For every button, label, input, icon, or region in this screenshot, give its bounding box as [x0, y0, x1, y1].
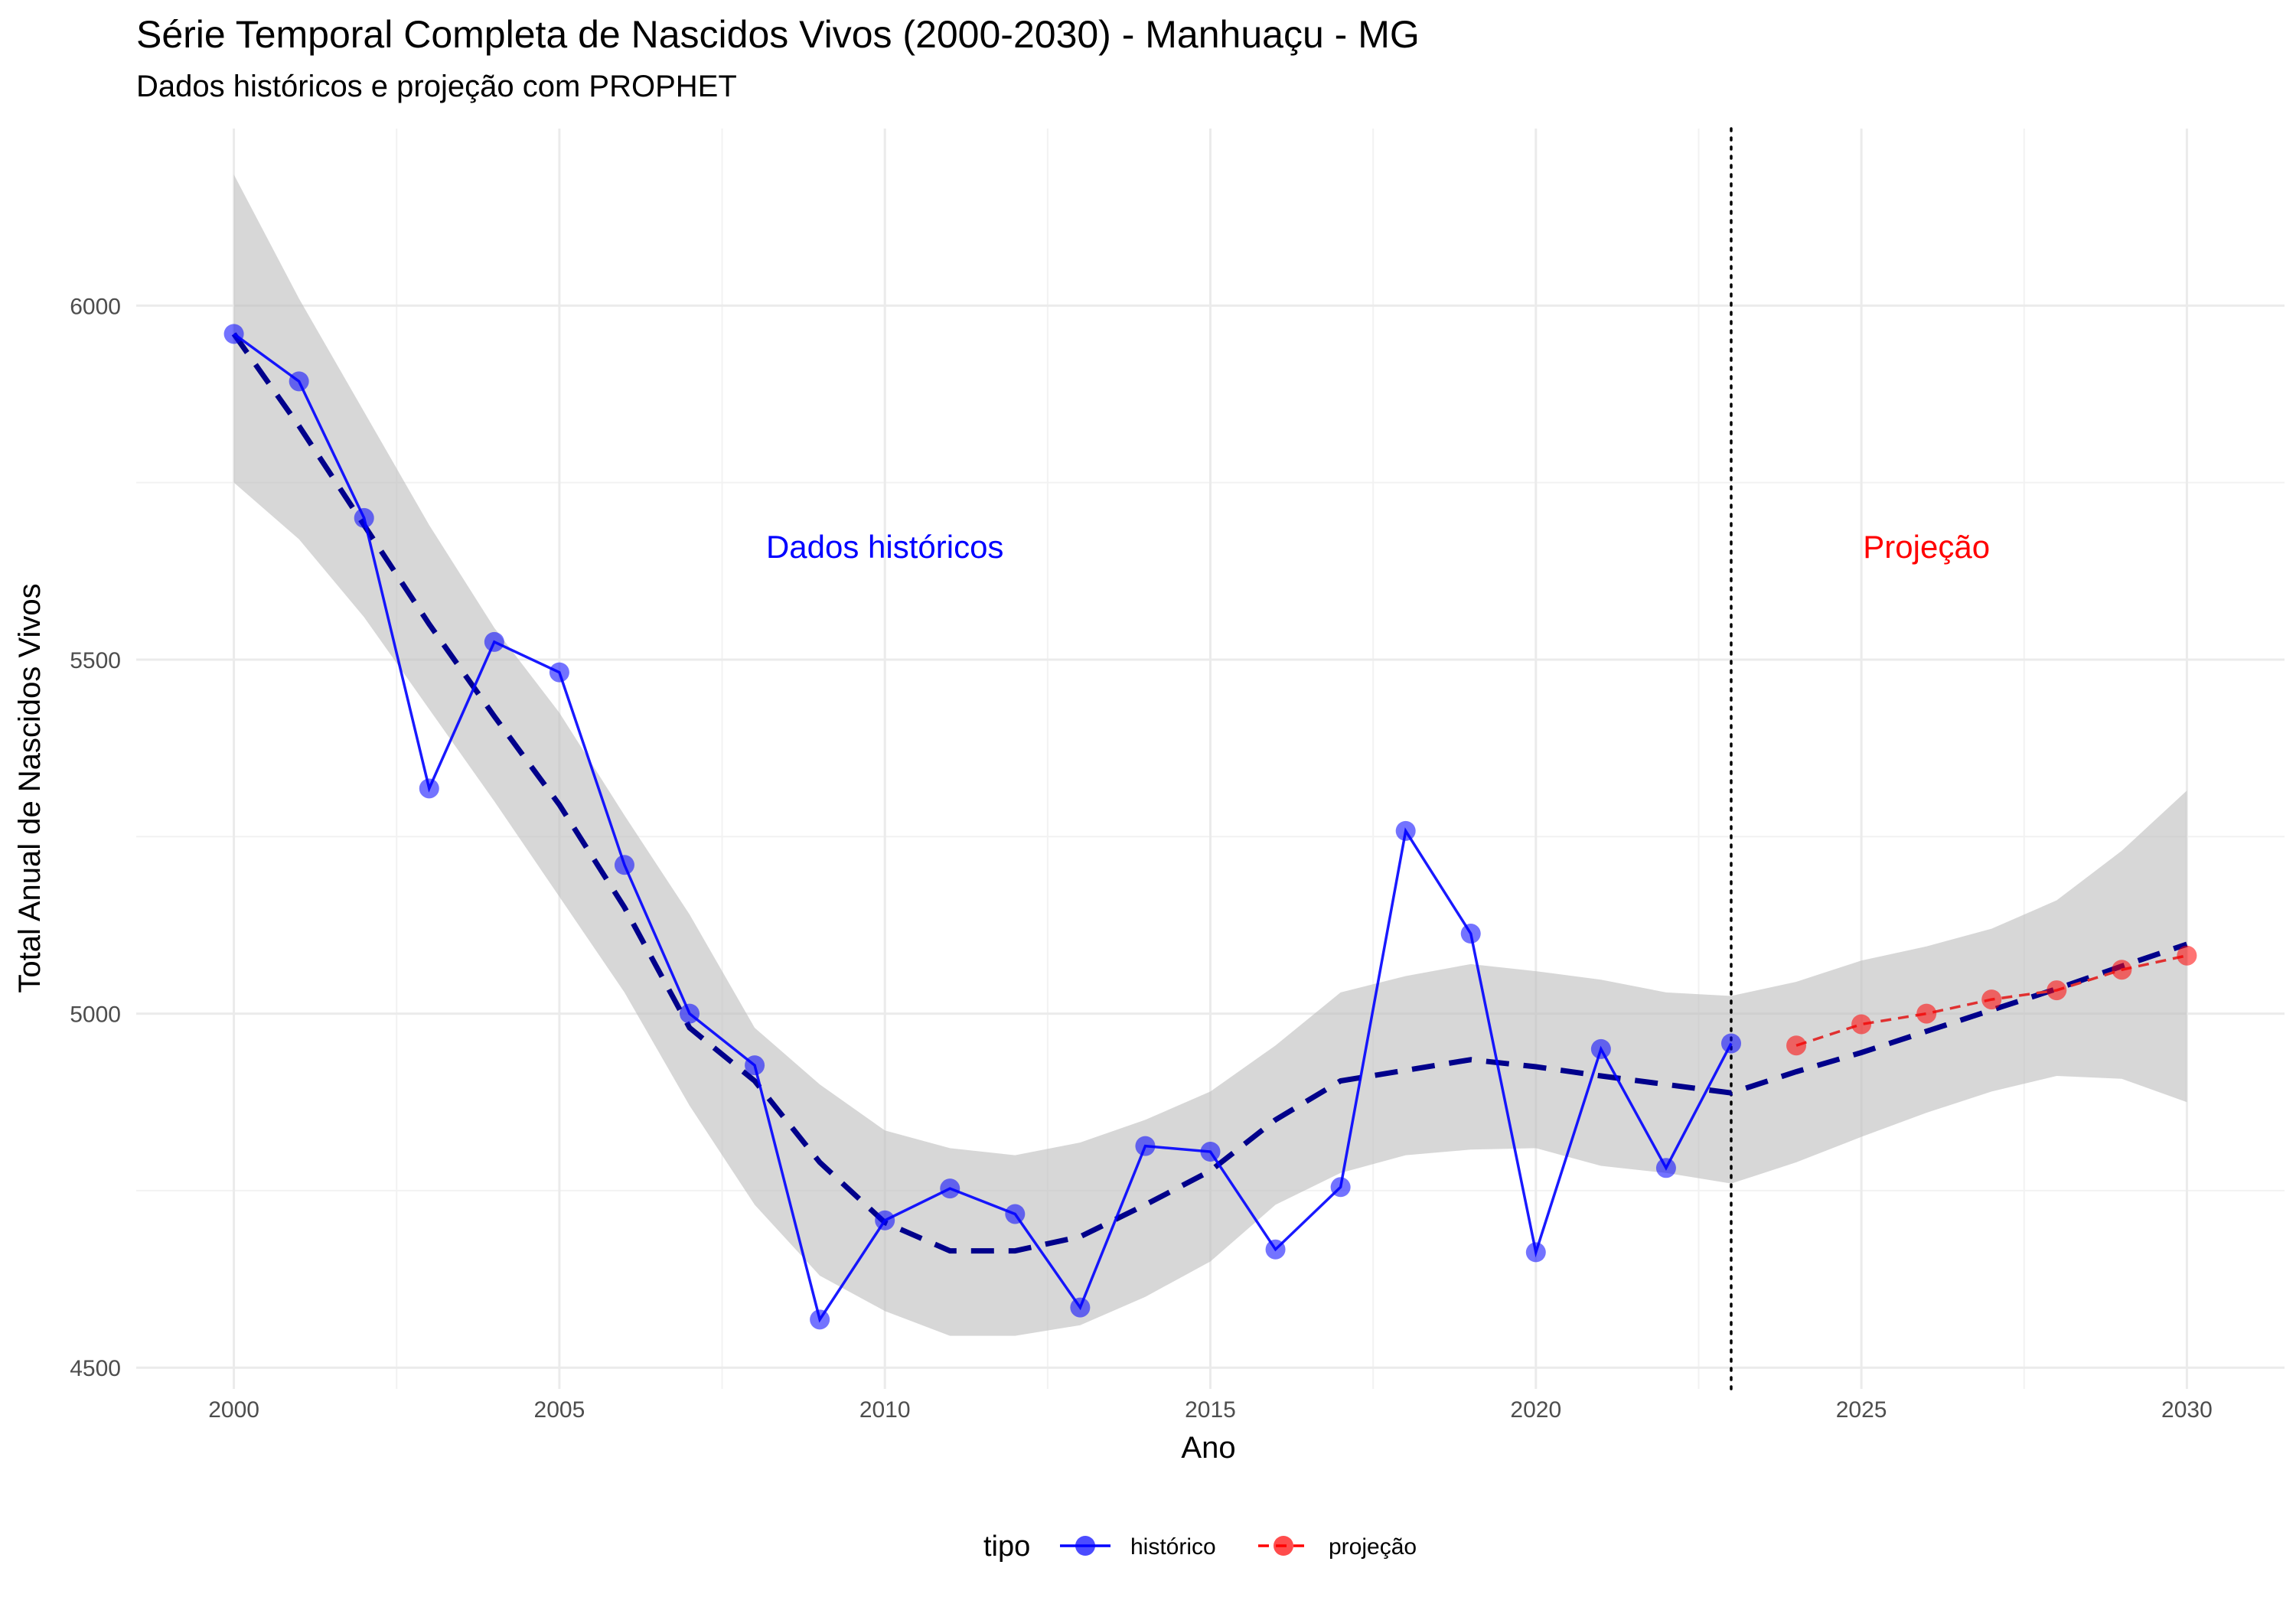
y-tick-label: 5000: [70, 1002, 121, 1028]
annotation-label: Projeção: [1863, 529, 1990, 565]
historico-point: [810, 1309, 830, 1330]
historico-line: [233, 332, 1733, 1323]
projecao-point: [1851, 1014, 1872, 1035]
legend-key-point: [1274, 1536, 1293, 1556]
y-tick-label: 5500: [70, 648, 121, 673]
projecao-point: [2112, 960, 2132, 980]
trend-line: [231, 332, 2188, 1254]
legend: tipo histórico projeção: [983, 1530, 1417, 1563]
data-series: [223, 324, 2197, 1330]
trend-line-path: [231, 332, 2188, 1254]
y-tick-label: 6000: [70, 294, 121, 319]
legend-title: tipo: [983, 1530, 1030, 1563]
annotations: Dados históricos Projeção: [766, 529, 1990, 565]
historico-point: [1655, 1158, 1676, 1178]
historico-point: [1070, 1297, 1091, 1318]
legend-key-point: [1075, 1536, 1095, 1556]
historico-point: [940, 1178, 960, 1199]
historico-point: [1720, 1033, 1741, 1054]
historico-point: [1200, 1142, 1221, 1162]
projecao-point: [1916, 1003, 1937, 1024]
historico-point: [1135, 1136, 1156, 1156]
chart-title: Série Temporal Completa de Nascidos Vivo…: [136, 13, 1420, 56]
historico-point: [1005, 1204, 1026, 1224]
historico-point: [419, 778, 439, 799]
x-axis-ticks: 2000 2005 2010 2015 2020 2025 2030: [208, 1397, 2213, 1423]
projecao-point: [2047, 980, 2067, 1001]
historico-point: [745, 1055, 765, 1076]
y-axis-title: Total Anual de Nascidos Vivos: [13, 583, 47, 993]
x-tick-label: 2000: [208, 1397, 259, 1423]
historico-point: [614, 855, 634, 875]
historico-point: [1460, 924, 1481, 944]
historico-point: [875, 1210, 895, 1231]
historico-point: [223, 324, 244, 344]
x-tick-label: 2025: [1836, 1397, 1887, 1423]
historico-point: [484, 631, 504, 652]
historico-point: [549, 662, 569, 683]
historico-point: [1330, 1177, 1351, 1198]
legend-label: histórico: [1130, 1534, 1216, 1560]
x-axis-title: Ano: [1181, 1431, 1235, 1465]
annotation-label: Dados históricos: [766, 529, 1003, 565]
y-tick-label: 4500: [70, 1356, 121, 1381]
x-tick-label: 2020: [1510, 1397, 1561, 1423]
x-tick-label: 2030: [2161, 1397, 2213, 1423]
confidence-band-area: [233, 174, 2187, 1336]
historico-point: [289, 371, 309, 392]
x-tick-label: 2010: [859, 1397, 911, 1423]
historico-point: [1265, 1239, 1286, 1260]
historico-point: [354, 507, 374, 528]
x-tick-label: 2005: [534, 1397, 585, 1423]
confidence-band: [233, 174, 2187, 1336]
legend-label: projeção: [1329, 1534, 1417, 1560]
projecao-point: [1786, 1035, 1807, 1056]
historico-point: [1590, 1038, 1611, 1059]
historico-point: [1395, 820, 1416, 841]
historico-point: [680, 1003, 700, 1024]
projecao-point: [1981, 989, 2002, 1010]
historico-point: [1525, 1242, 1546, 1263]
y-axis-ticks: 4500 5000 5500 6000: [70, 294, 121, 1381]
projecao-point: [2177, 945, 2197, 966]
chart-subtitle: Dados históricos e projeção com PROPHET: [136, 70, 737, 103]
x-tick-label: 2015: [1185, 1397, 1236, 1423]
